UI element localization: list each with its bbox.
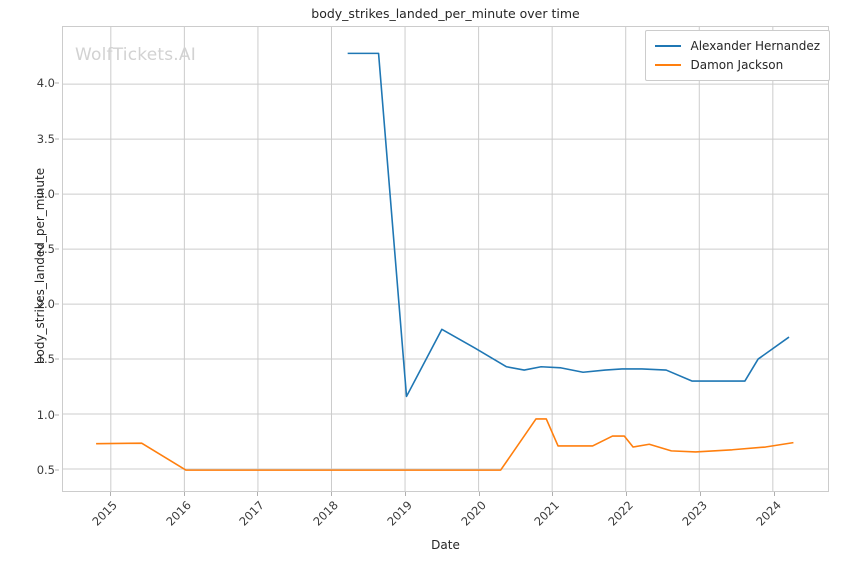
y-tick-label: 3.5 [36,131,55,146]
y-tick-mark [55,138,59,140]
y-tick-label: 1.5 [36,352,55,367]
x-tick-mark [478,492,480,496]
y-tick-label: 0.5 [36,462,55,477]
y-tick-label: 3.0 [36,186,55,201]
y-tick-mark [55,82,59,84]
x-tick-mark [109,492,111,496]
chart-legend: Alexander Hernandez Damon Jackson [645,30,830,81]
y-tick-label: 4.0 [36,76,55,91]
y-tick-mark [55,469,59,471]
y-tick-mark [55,193,59,195]
y-tick-label: 2.0 [36,297,55,312]
y-tick-label: 1.0 [36,407,55,422]
y-tick-mark [55,248,59,250]
x-tick-mark [183,492,185,496]
legend-entry[interactable]: Alexander Hernandez [655,36,820,55]
plot-area: WolfTickets.AI [62,26,829,492]
chart-gridlines [63,27,828,491]
series-line-1 [96,418,794,471]
y-axis-label: body_strikes_landed_per_minute [33,167,47,365]
chart-series-layer [96,52,794,471]
y-tick-mark [55,303,59,305]
x-tick-mark [626,492,628,496]
x-tick-mark [773,492,775,496]
y-axis-ticks: 0.5 1.0 1.5 2.0 2.5 3.0 3.5 4.0 [0,26,59,492]
legend-color-swatch [655,63,682,66]
legend-entry[interactable]: Damon Jackson [655,55,820,74]
x-tick-mark [257,492,259,496]
chart-title: body_strikes_landed_per_minute over time [311,6,580,21]
chart-figure: body_strikes_landed_per_minute over time… [0,6,830,552]
x-tick-mark [404,492,406,496]
legend-color-swatch [655,44,682,47]
x-tick-mark [331,492,333,496]
series-line-0 [347,52,790,398]
x-tick-mark [699,492,701,496]
x-axis-label: Date [431,538,460,552]
legend-entry-label: Alexander Hernandez [690,38,820,53]
x-tick-mark [552,492,554,496]
y-tick-mark [55,358,59,360]
legend-entry-label: Damon Jackson [690,57,784,72]
y-tick-mark [55,414,59,416]
y-tick-label: 2.5 [36,242,55,257]
x-axis-ticks: 2015 2016 2017 2018 2019 2020 2021 2022 2023 2024 [62,492,829,538]
